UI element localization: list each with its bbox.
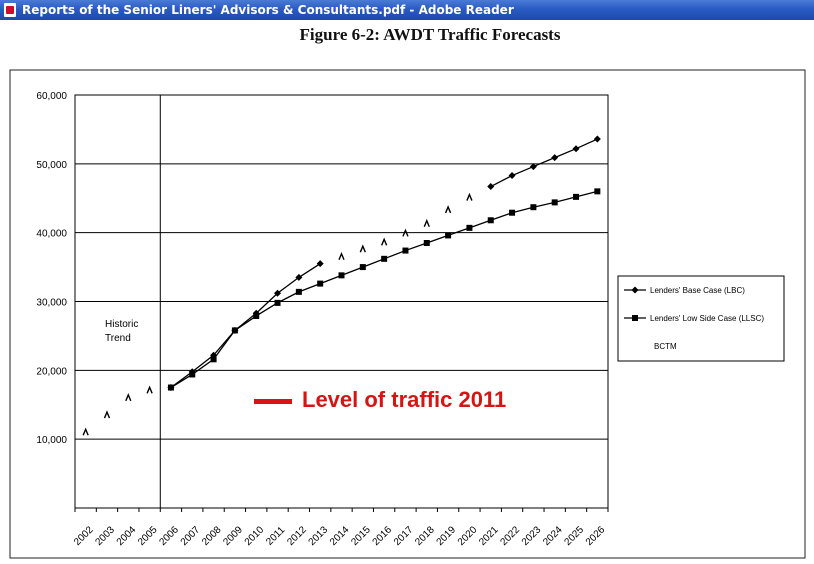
bctm-marker <box>125 393 132 402</box>
y-tick-label: 40,000 <box>36 229 67 240</box>
llsc-marker <box>167 384 174 391</box>
lbc-marker <box>593 135 601 143</box>
lbc-marker <box>508 172 516 180</box>
x-tick-label: 2016 <box>371 524 395 548</box>
x-tick-label: 2026 <box>584 524 608 548</box>
plot-area <box>74 94 609 509</box>
x-tick-label: 2005 <box>136 524 160 548</box>
annotation-red-dash <box>254 398 292 404</box>
bctm-marker <box>423 218 430 227</box>
x-tick-label: 2022 <box>499 524 523 548</box>
chart-frame <box>9 69 806 559</box>
annotation-text: Level of traffic 2011 <box>302 387 507 412</box>
bctm-marker <box>444 205 452 214</box>
llsc-marker <box>274 299 281 306</box>
bctm-marker <box>466 192 473 201</box>
llsc-marker <box>381 255 388 262</box>
llsc-marker <box>445 232 452 239</box>
lbc-marker <box>274 289 282 297</box>
lbc-marker <box>551 154 559 162</box>
llsc-marker <box>210 356 217 363</box>
bctm-marker <box>359 244 366 253</box>
y-tick-label: 30,000 <box>36 298 67 309</box>
bctm-marker <box>338 251 345 261</box>
x-tick-label: 2012 <box>285 524 309 548</box>
x-tick-label: 2018 <box>413 524 437 548</box>
llsc-marker <box>317 280 324 287</box>
lbc-marker <box>295 273 303 281</box>
llsc-marker <box>509 209 516 216</box>
x-tick-label: 2023 <box>520 524 544 548</box>
llsc-marker <box>295 288 302 295</box>
x-tick-label: 2019 <box>435 524 459 548</box>
bctm-marker <box>146 385 153 394</box>
x-tick-label: 2015 <box>349 524 373 548</box>
x-tick-label: 2013 <box>307 524 331 548</box>
x-tick-label: 2004 <box>115 524 139 548</box>
traffic-annotation: Level of traffic 2011 <box>254 387 506 413</box>
llsc-marker <box>189 371 196 378</box>
x-tick-label: 2003 <box>93 524 117 548</box>
y-tick-label: 50,000 <box>36 160 67 171</box>
bctm-marker <box>103 410 111 419</box>
historic-trend-label: Trend <box>105 333 131 344</box>
x-tick-label: 2009 <box>221 524 245 548</box>
x-tick-label: 2007 <box>179 524 203 548</box>
legend-label: Lenders' Low Side Case (LLSC) <box>650 314 764 323</box>
llsc-marker <box>359 264 366 271</box>
llsc-marker <box>594 188 601 195</box>
y-tick-label: 20,000 <box>36 366 67 377</box>
series-line-llsc <box>170 190 598 389</box>
x-tick-label: 2021 <box>477 524 501 548</box>
lbc-marker <box>631 286 639 294</box>
bctm-marker <box>82 427 89 436</box>
llsc-marker <box>632 315 638 321</box>
legend-label: BCTM <box>654 342 677 351</box>
llsc-marker <box>338 272 345 279</box>
x-tick-label: 2024 <box>541 524 565 548</box>
x-tick-label: 2014 <box>328 524 352 548</box>
figure-title-block: Figure 6-2: AWDT Traffic Forecasts <box>0 25 814 45</box>
llsc-marker <box>530 204 537 211</box>
lbc-marker <box>316 260 324 268</box>
llsc-marker <box>402 247 409 254</box>
lbc-marker <box>572 145 580 153</box>
llsc-marker <box>253 312 260 319</box>
llsc-marker <box>423 239 430 246</box>
x-tick-label: 2008 <box>200 524 224 548</box>
x-tick-label: 2006 <box>157 524 181 548</box>
llsc-marker <box>487 217 494 224</box>
x-tick-label: 2020 <box>456 524 480 548</box>
lbc-marker <box>529 163 537 171</box>
series-line-lbc <box>490 138 598 188</box>
llsc-marker <box>573 193 580 200</box>
bctm-marker <box>380 237 388 246</box>
legend-label: Lenders' Base Case (LBC) <box>650 286 745 295</box>
series-line-lbc <box>170 263 321 389</box>
llsc-marker <box>231 327 238 334</box>
adobe-reader-icon[interactable] <box>4 3 16 17</box>
window-titlebar: Reports of the Senior Liners' Advisors &… <box>0 0 814 20</box>
y-tick-label: 60,000 <box>36 91 67 102</box>
x-tick-label: 2011 <box>264 524 287 547</box>
llsc-marker <box>551 199 558 206</box>
historic-trend-label: Historic <box>105 319 138 330</box>
x-tick-label: 2002 <box>72 524 96 548</box>
x-tick-label: 2010 <box>243 524 267 548</box>
window-title: Reports of the Senior Liners' Advisors &… <box>22 3 514 17</box>
lbc-marker <box>487 183 495 191</box>
x-tick-label: 2025 <box>562 524 586 548</box>
y-tick-label: 10,000 <box>36 435 67 446</box>
figure-title: Figure 6-2: AWDT Traffic Forecasts <box>299 25 561 44</box>
bctm-marker <box>402 228 409 237</box>
llsc-marker <box>466 224 473 231</box>
x-tick-label: 2017 <box>392 524 416 548</box>
